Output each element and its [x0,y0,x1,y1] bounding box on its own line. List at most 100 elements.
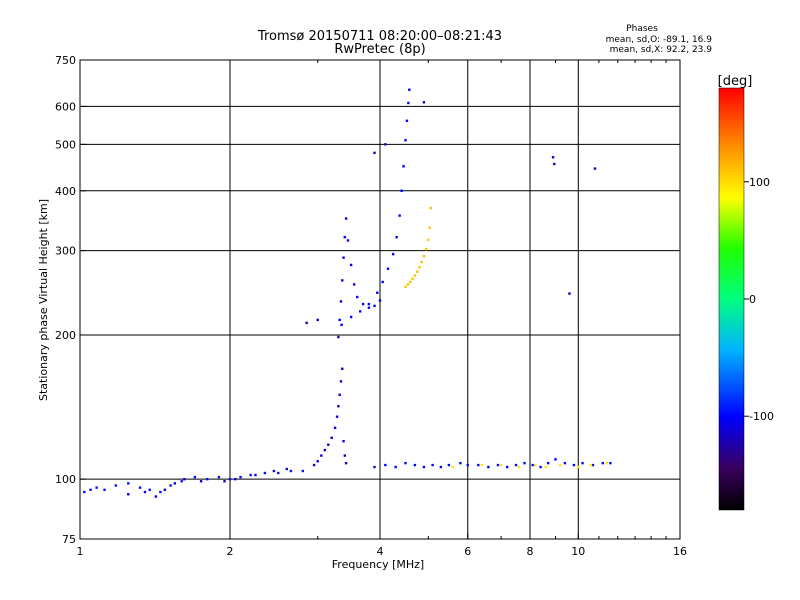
data-point [378,299,382,302]
data-point [346,239,350,242]
data-point [466,463,469,467]
data-point [496,463,500,467]
data-point [376,291,379,294]
data-point [373,465,376,469]
data-point [159,490,162,494]
data-point [601,461,605,465]
data-point [341,279,344,282]
data-point [239,475,242,479]
data-point [289,469,293,473]
data-point [343,454,347,457]
data-point [83,490,86,494]
data-point [103,488,106,492]
data-point [340,323,343,327]
data-point [316,318,319,322]
data-point [400,189,403,192]
grid-lines [80,60,680,539]
x-tick-label: 16 [673,545,687,558]
data-point [428,226,431,229]
data-point [395,235,398,239]
y-tick-label: 200 [55,329,76,342]
y-axis-ticks: 75 100 200 300 400 500 600 750 [55,54,86,546]
data-point [394,465,397,469]
data-point [581,461,584,465]
data-point [514,463,518,467]
data-point [127,482,130,485]
data-point [405,119,409,122]
x-axis-ticks: 1 2 4 6 8 10 16 [77,60,687,558]
data-point [330,436,333,439]
y-tick-label: 600 [55,100,76,113]
data-point [411,277,414,280]
colorbar-tick-label: -100 [749,410,774,423]
data-point [183,477,186,481]
data-point [534,463,537,467]
data-point [384,463,387,467]
chart-title: Tromsø 20150711 08:20:00–08:21:43 [257,29,502,44]
data-point [341,367,344,370]
y-tick-label: 100 [55,473,76,486]
colorbar-ticks: 100 0 -100 [744,176,774,423]
data-point [568,292,571,295]
data-point [422,255,426,258]
data-point [343,235,347,239]
data-point [249,473,252,477]
data-point [480,463,483,467]
data-point [154,495,158,498]
data-point [402,165,405,168]
data-point [451,465,455,469]
data-point [517,465,521,469]
data-point [447,463,451,467]
data-point [422,101,426,104]
data-points [83,88,612,498]
data-point [572,463,576,467]
data-point [554,458,557,461]
y-axis-label: Stationary phase Virtual Height [km] [37,199,50,401]
x-axis-label: Frequency [MHz] [332,558,424,571]
data-point [413,463,417,467]
data-point [114,484,118,487]
data-point [323,448,327,452]
data-point [589,463,593,467]
data-point [431,463,434,467]
data-point [523,461,526,465]
data-point [337,335,340,339]
data-point [95,486,98,489]
y-tick-label: 750 [55,54,76,67]
data-point [391,252,395,256]
data-point [427,238,430,242]
data-point [386,267,390,270]
data-point [563,461,567,465]
data-point [338,318,341,322]
data-point [285,467,288,471]
data-point [559,463,562,467]
data-point [320,454,323,457]
data-point [337,405,340,408]
x-tick-label: 2 [227,545,234,558]
y-tick-label: 400 [55,185,76,198]
data-point [205,477,209,481]
data-point [413,274,417,277]
data-point [234,477,237,481]
data-point [553,162,556,166]
data-point [344,461,348,465]
data-point [277,471,280,475]
data-point [339,380,343,383]
colorbar-tick-label: 0 [749,293,756,306]
data-point [367,302,371,306]
data-point [228,477,232,481]
data-point [217,475,221,479]
data-point [254,473,257,477]
data-point [355,295,359,299]
data-point [531,463,534,467]
data-point [263,471,267,475]
x-tick-label: 4 [377,545,384,558]
data-point [199,480,203,483]
data-point [127,493,130,496]
data-point [605,461,608,465]
data-point [429,206,433,210]
data-point [487,465,490,469]
data-point [406,283,410,286]
data-point [409,280,412,284]
data-point [408,88,411,91]
